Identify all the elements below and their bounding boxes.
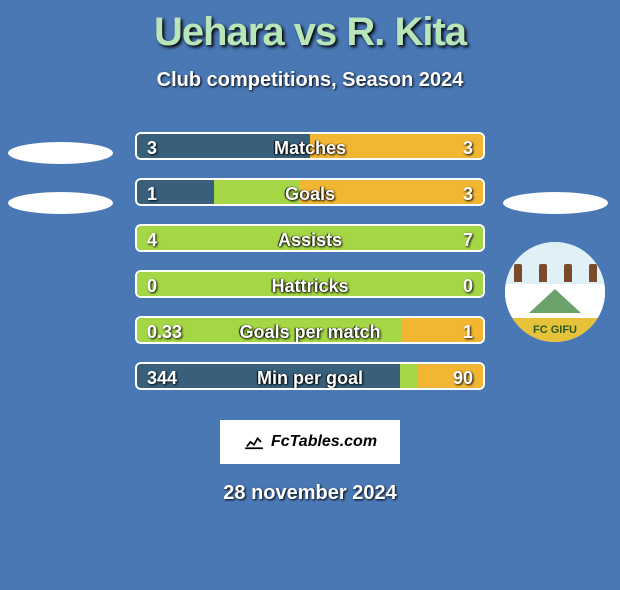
- club-badge: FC GIFU: [505, 242, 605, 342]
- stat-value-right: 3: [463, 134, 473, 160]
- stat-value-left: 4: [147, 226, 157, 252]
- stat-label: Assists: [137, 226, 483, 252]
- stat-value-left: 0.33: [147, 318, 182, 344]
- badge-towers: [505, 242, 605, 284]
- stat-label: Min per goal: [137, 364, 483, 390]
- left-player: [5, 142, 115, 242]
- right-player: FC GIFU: [500, 192, 610, 342]
- stat-bar: Goals1 3: [135, 178, 485, 206]
- stat-bar: Assists4 7: [135, 224, 485, 252]
- comparison-area: FC GIFU Matches33Goals13Assists47Hattric…: [0, 132, 620, 412]
- stat-value-left: 0: [147, 272, 157, 298]
- stat-value-left: 3: [147, 134, 157, 160]
- logo-text: FcTables.com: [271, 433, 377, 451]
- placeholder-ellipse: [8, 192, 113, 214]
- fctables-logo: FcTables.com: [220, 420, 400, 464]
- stat-value-right: 1: [463, 318, 473, 344]
- page-title: Uehara vs R. Kita: [0, 10, 620, 55]
- stat-label: Matches: [137, 134, 483, 160]
- stat-bar: Hattricks0 0: [135, 270, 485, 298]
- stat-label: Goals per match: [137, 318, 483, 344]
- stat-value-left: 1: [147, 180, 157, 206]
- stat-label: Hattricks: [137, 272, 483, 298]
- date-text: 28 november 2024: [0, 482, 620, 505]
- stat-value-right: 7: [463, 226, 473, 252]
- stat-value-right: 90: [453, 364, 473, 390]
- stat-bar: Matches3 3: [135, 132, 485, 160]
- badge-mountain: [505, 284, 605, 318]
- placeholder-ellipse: [8, 142, 113, 164]
- stat-label: Goals: [137, 180, 483, 206]
- stat-bars: Matches33Goals13Assists47Hattricks00Goal…: [135, 132, 485, 408]
- stat-value-right: 3: [463, 180, 473, 206]
- stat-bar: Goals per match0.33 1: [135, 316, 485, 344]
- stat-bar: Min per goal344 90: [135, 362, 485, 390]
- placeholder-ellipse: [503, 192, 608, 214]
- stat-value-left: 344: [147, 364, 177, 390]
- stat-value-right: 0: [463, 272, 473, 298]
- badge-text: FC GIFU: [505, 318, 605, 342]
- chart-icon: [243, 434, 265, 450]
- page-subtitle: Club competitions, Season 2024: [0, 69, 620, 92]
